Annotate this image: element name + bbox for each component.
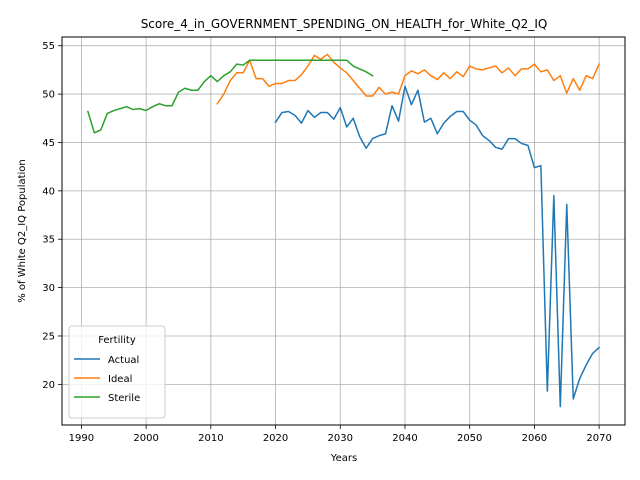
x-tick-label: 2020	[263, 433, 288, 444]
legend: Fertility Actual Ideal Sterile	[68, 325, 166, 419]
chart-title: Score_4_in_GOVERNMENT_SPENDING_ON_HEALTH…	[141, 17, 548, 31]
y-tick-label: 20	[42, 380, 55, 391]
x-tick-label: 2040	[392, 433, 417, 444]
legend-label-actual: Actual	[108, 355, 139, 366]
series-lines	[86, 53, 601, 408]
y-tick-label: 55	[42, 41, 55, 52]
legend-label-ideal: Ideal	[108, 374, 132, 385]
x-axis-label: Years	[330, 453, 357, 464]
grid	[62, 37, 625, 425]
legend-box	[68, 325, 166, 419]
y-tick-label: 50	[42, 90, 55, 101]
y-tick-label: 35	[42, 235, 55, 246]
plot-frame	[61, 36, 626, 426]
x-tick-label: 1990	[69, 433, 94, 444]
x-tick-label: 2010	[198, 433, 223, 444]
legend-items: Actual Ideal Sterile	[74, 355, 140, 404]
series-line-sterile	[86, 59, 374, 134]
x-axis-ticks: 1990 2000 2010 2020 2030 2040 2050 2060 2070	[69, 425, 612, 444]
legend-label-sterile: Sterile	[108, 393, 140, 404]
y-axis-ticks: 20 25 30 35 40 45 50 55	[42, 41, 62, 391]
y-axis-label: % of White Q2_IQ Population	[17, 159, 28, 303]
series-line-actual	[274, 85, 601, 408]
y-tick-label: 45	[42, 138, 55, 149]
x-tick-label: 2070	[586, 433, 611, 444]
series-line-ideal	[216, 53, 601, 105]
y-tick-label: 25	[42, 331, 55, 342]
y-tick-label: 40	[42, 186, 55, 197]
x-tick-label: 2000	[133, 433, 158, 444]
y-tick-label: 30	[42, 283, 55, 294]
x-tick-label: 2050	[457, 433, 482, 444]
legend-title: Fertility	[98, 335, 136, 346]
x-tick-label: 2030	[328, 433, 353, 444]
x-tick-label: 2060	[522, 433, 547, 444]
